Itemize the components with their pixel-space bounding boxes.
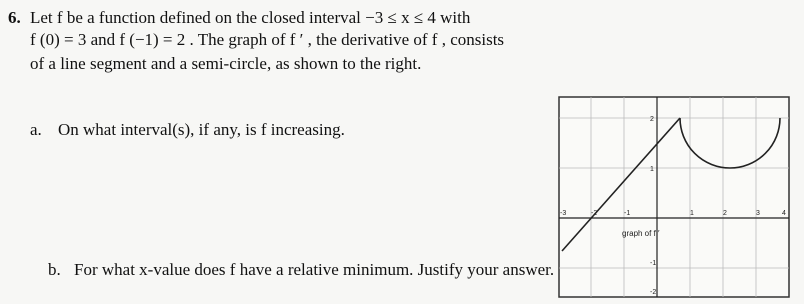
intro-line: Let f be a function defined on the close… bbox=[30, 8, 471, 27]
line-segment bbox=[561, 117, 681, 252]
part-text: On what interval(s), if any, is f increa… bbox=[58, 120, 345, 139]
x-label: 2 bbox=[723, 210, 727, 217]
graph-caption: graph of f ′ bbox=[622, 229, 660, 238]
graph: -3 -2 -1 1 2 3 4 2 1 -1 -2 graph of f ′ bbox=[558, 96, 790, 298]
problem-number: 6. bbox=[8, 8, 21, 27]
graph-frame bbox=[558, 96, 790, 298]
x-label: 4 bbox=[782, 210, 786, 217]
part-text: For what x-value does f have a relative … bbox=[74, 260, 555, 279]
y-label: 2 bbox=[650, 116, 654, 123]
x-label: 1 bbox=[690, 210, 694, 217]
x-label: -3 bbox=[560, 210, 566, 217]
semicircle bbox=[679, 117, 781, 169]
intro-line: of a line segment and a semi-circle, as … bbox=[30, 54, 422, 73]
y-label: 1 bbox=[650, 166, 654, 173]
y-label: -2 bbox=[650, 289, 656, 296]
part-label: a. bbox=[30, 120, 42, 139]
part-label: b. bbox=[48, 260, 61, 279]
x-label: -1 bbox=[624, 210, 630, 217]
intro-line: f (0) = 3 and f (−1) = 2 . The graph of … bbox=[30, 30, 505, 49]
y-label: -1 bbox=[650, 260, 656, 267]
x-label: 3 bbox=[756, 210, 760, 217]
x-label: -2 bbox=[591, 210, 597, 217]
